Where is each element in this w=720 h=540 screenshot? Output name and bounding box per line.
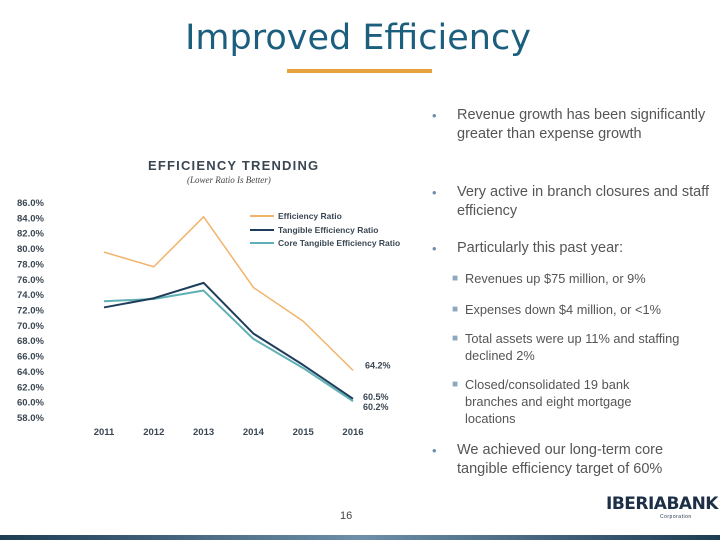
data-label: 60.5% xyxy=(363,392,389,402)
bullet-text: Revenue growth has been significantly gr… xyxy=(457,107,706,142)
chart-title: EFFICIENCY TRENDING xyxy=(148,158,320,173)
y-tick-label: 84.0% xyxy=(17,213,44,224)
y-tick-label: 78.0% xyxy=(17,259,44,270)
x-tick-label: 2015 xyxy=(293,427,315,438)
sub-bullet-text: Total assets were up 11% and staffing de… xyxy=(465,331,680,363)
y-tick-label: 82.0% xyxy=(17,229,44,240)
y-tick-label: 74.0% xyxy=(17,290,44,301)
bullet-dot: • xyxy=(432,185,437,200)
y-tick-label: 62.0% xyxy=(17,382,44,393)
title-underline xyxy=(287,69,432,73)
bullet-item: • Particularly this past year: xyxy=(432,239,623,258)
sub-bullet-square: ■ xyxy=(452,333,459,344)
sub-bullet-square: ■ xyxy=(452,273,459,284)
bullet-dot: • xyxy=(432,241,437,256)
series-line-efficiency-ratio xyxy=(103,216,354,371)
y-tick-label: 58.0% xyxy=(17,413,44,424)
sub-bullet-item: ■ Expenses down $4 million, or <1% xyxy=(452,301,661,318)
chart-subtitle: (Lower Ratio Is Better) xyxy=(187,175,271,185)
y-tick-label: 64.0% xyxy=(17,367,44,378)
y-tick-label: 60.0% xyxy=(17,398,44,409)
y-tick-label: 76.0% xyxy=(17,275,44,286)
x-tick-label: 2013 xyxy=(193,427,214,438)
sub-bullet-text: Expenses down $4 million, or <1% xyxy=(465,302,661,317)
company-logo-subtext: Corporation xyxy=(660,514,692,520)
bullet-text: Particularly this past year: xyxy=(457,240,624,256)
y-tick-label: 80.0% xyxy=(17,244,44,255)
x-tick-label: 2011 xyxy=(94,427,115,438)
data-label: 60.2% xyxy=(363,402,389,412)
y-tick-label: 70.0% xyxy=(17,321,44,332)
sub-bullet-item: ■ Total assets were up 11% and staffing … xyxy=(452,330,692,364)
y-tick-label: 72.0% xyxy=(17,306,44,317)
sub-bullet-item: ■ Revenues up $75 million, or 9% xyxy=(452,270,646,287)
bullet-text: Very active in branch closures and staff… xyxy=(457,184,710,219)
sub-bullet-item: ■ Closed/consolidated 19 bank branches a… xyxy=(452,376,677,427)
sub-bullet-square: ■ xyxy=(452,304,459,315)
sub-bullet-text: Closed/consolidated 19 bank branches and… xyxy=(465,377,632,426)
y-tick-label: 66.0% xyxy=(17,352,44,363)
bullet-dot: • xyxy=(432,108,437,123)
bullet-text: We achieved our long-term core tangible … xyxy=(457,442,664,477)
bullet-dot: • xyxy=(432,443,437,458)
data-label: 64.2% xyxy=(365,360,391,370)
efficiency-line-chart: 86.0% 84.0% 82.0% 80.0% 78.0% 76.0% 74.0% 72.0%… xyxy=(17,198,400,438)
legend-label: Core Tangible Efficiency Ratio xyxy=(278,238,400,248)
y-tick-label: 68.0% xyxy=(17,336,44,347)
bullet-item: • Very active in branch closures and sta… xyxy=(432,183,717,221)
footer-bar xyxy=(0,535,720,540)
sub-bullet-text: Revenues up $75 million, or 9% xyxy=(465,271,646,286)
bullet-item: • We achieved our long-term core tangibl… xyxy=(432,441,702,479)
y-tick-label: 86.0% xyxy=(17,198,44,209)
x-tick-label: 2012 xyxy=(143,427,164,438)
bullet-item: • Revenue growth has been significantly … xyxy=(432,106,717,144)
company-logo: IBERIABANK xyxy=(606,494,718,514)
legend-label: Tangible Efficiency Ratio xyxy=(278,225,378,235)
sub-bullet-square: ■ xyxy=(452,379,459,390)
series-line-tangible-efficiency-ratio xyxy=(103,281,354,400)
x-tick-label: 2014 xyxy=(243,427,265,438)
legend-label: Efficiency Ratio xyxy=(278,211,342,221)
slide-title: Improved Efficiency xyxy=(185,18,531,58)
page-number: 16 xyxy=(340,510,353,522)
x-tick-label: 2016 xyxy=(342,427,363,438)
